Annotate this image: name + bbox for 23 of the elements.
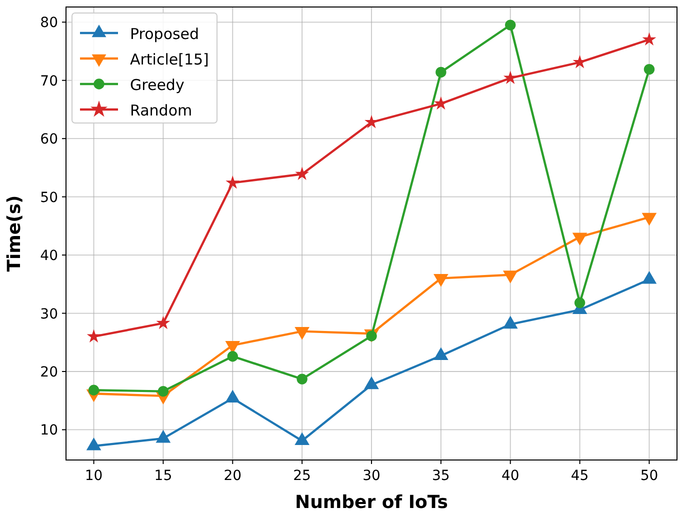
x-axis-title: Number of IoTs (295, 492, 448, 513)
x-tick-label: 50 (640, 468, 658, 484)
y-axis-title: Time(s) (4, 195, 25, 272)
legend-label: Proposed (130, 25, 200, 43)
legend-label: Greedy (130, 76, 184, 94)
legend-label: Random (130, 102, 192, 120)
y-tick-label: 20 (40, 364, 58, 380)
y-tick-label: 70 (40, 73, 58, 90)
y-tick-label: 30 (40, 306, 58, 322)
x-tick-label: 25 (293, 468, 311, 484)
x-tick-label: 30 (362, 468, 380, 484)
x-tick-label: 10 (84, 468, 103, 484)
y-tick-label: 80 (40, 15, 58, 32)
x-tick-label: 35 (432, 468, 450, 484)
y-tick-label: 10 (40, 422, 58, 439)
x-tick-label: 20 (224, 468, 242, 484)
y-tick-label: 60 (40, 132, 58, 148)
x-tick-label: 40 (501, 468, 520, 484)
x-tick-label: 45 (570, 468, 589, 484)
x-tick-label: 15 (154, 468, 172, 484)
y-tick-label: 40 (40, 248, 58, 264)
legend-label: Article[15] (130, 50, 209, 68)
y-tick-label: 50 (40, 190, 58, 206)
